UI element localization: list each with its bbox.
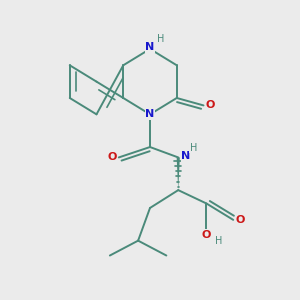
- Text: H: H: [190, 143, 197, 153]
- Text: H: H: [157, 34, 164, 44]
- Text: N: N: [146, 43, 154, 52]
- Text: O: O: [206, 100, 215, 110]
- Text: N: N: [146, 109, 154, 119]
- Text: O: O: [107, 152, 116, 162]
- Text: N: N: [181, 151, 190, 161]
- Text: H: H: [215, 236, 222, 246]
- Text: O: O: [202, 230, 211, 240]
- Polygon shape: [177, 158, 180, 190]
- Text: O: O: [236, 215, 245, 225]
